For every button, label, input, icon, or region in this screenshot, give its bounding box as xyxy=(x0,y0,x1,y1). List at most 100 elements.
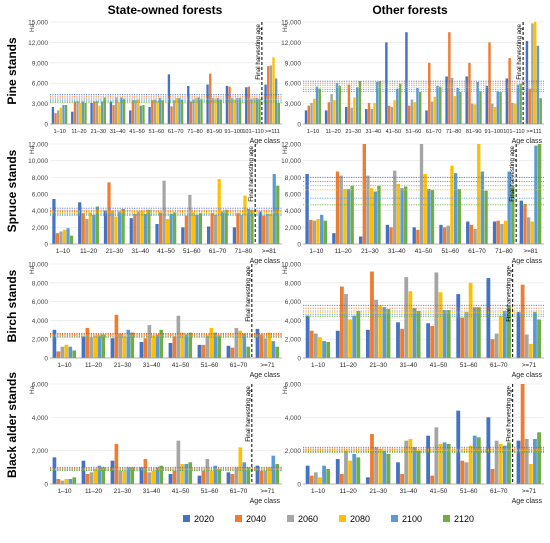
bar-2100 xyxy=(117,211,122,244)
legend-label-2020: 2020 xyxy=(194,514,214,524)
bar-2120 xyxy=(275,464,280,484)
bar-2060 xyxy=(511,102,514,124)
bar-2040 xyxy=(209,73,212,124)
bar-2080 xyxy=(151,335,156,358)
bar-2120 xyxy=(338,85,342,124)
bar-2040 xyxy=(520,284,525,358)
y-tick-label: 4,000 xyxy=(285,415,302,422)
bar-2040 xyxy=(335,171,340,244)
x-tick-label: 31–40 xyxy=(366,129,382,135)
bar-2100 xyxy=(68,346,73,358)
bar-2100 xyxy=(412,308,417,358)
bar-2060 xyxy=(59,231,63,244)
bar-2060 xyxy=(524,439,529,484)
bar-2100 xyxy=(68,479,73,484)
x-tick-label: 51–60 xyxy=(460,488,478,495)
bar-2020 xyxy=(492,221,497,244)
x-tick-label: 51–60 xyxy=(406,129,422,135)
bar-2040 xyxy=(73,101,77,124)
bar-2040 xyxy=(172,470,177,484)
bar-2080 xyxy=(453,96,457,124)
bar-2040 xyxy=(370,434,374,484)
x-tick-label: 31–40 xyxy=(400,362,418,369)
bar-2100 xyxy=(100,101,104,124)
bar-2040 xyxy=(488,42,491,124)
legend-label-2100: 2100 xyxy=(402,514,422,524)
bar-2080 xyxy=(88,212,92,244)
x-axis-title: Age class xyxy=(250,258,281,265)
y-tick-label: 12,000 xyxy=(281,40,301,47)
bar-2060 xyxy=(464,311,469,358)
x-tick-label: 21–30 xyxy=(345,129,361,135)
bar-2120 xyxy=(159,465,164,484)
x-tick-label: 11–20 xyxy=(71,129,86,135)
bar-2040 xyxy=(247,86,251,124)
y-tick-label: 4,000 xyxy=(32,208,49,215)
bar-2100 xyxy=(376,81,379,124)
bar-2040 xyxy=(468,62,471,124)
bar-2080 xyxy=(396,184,401,244)
bar-2020 xyxy=(51,107,55,124)
x-tick-label: 1–10 xyxy=(57,488,72,495)
bar-2100 xyxy=(81,101,84,124)
bar-2060 xyxy=(312,220,317,244)
bar-2100 xyxy=(213,465,218,484)
bar-2020 xyxy=(187,85,190,124)
y-tick-label: 6,000 xyxy=(285,81,302,88)
y-tick-label: 15,000 xyxy=(28,20,48,27)
bar-2080 xyxy=(214,98,217,124)
bar-2060 xyxy=(173,100,176,124)
bar-2080 xyxy=(122,470,127,484)
bar-2100 xyxy=(502,311,507,358)
x-tick-label: >=111 xyxy=(526,129,541,135)
bar-2040 xyxy=(523,204,527,244)
bar-2060 xyxy=(234,327,239,358)
bar-2080 xyxy=(378,449,383,484)
bar-2040 xyxy=(370,271,374,358)
x-tick-label: 31–40 xyxy=(131,248,149,255)
row-title-black-alder: Black alder stands xyxy=(5,372,19,478)
bar-2040 xyxy=(151,100,154,124)
bar-2120 xyxy=(430,189,435,244)
bar-2060 xyxy=(434,427,439,484)
bar-2100 xyxy=(120,97,123,124)
legend-label-2080: 2080 xyxy=(350,514,370,524)
bar-2040 xyxy=(520,384,525,484)
bar-2060 xyxy=(118,333,123,358)
bar-2020 xyxy=(155,224,159,244)
bar-2100 xyxy=(216,98,220,124)
bar-2060 xyxy=(263,470,268,484)
bar-2040 xyxy=(367,102,371,124)
x-tick-label: 101–110 xyxy=(503,129,524,135)
bar-2120 xyxy=(416,450,421,484)
bar-2120 xyxy=(446,310,451,358)
bar-2080 xyxy=(243,195,247,244)
bar-2020 xyxy=(358,236,363,244)
y-tick-label: 6,000 xyxy=(32,81,49,88)
bar-2040 xyxy=(430,475,435,484)
x-axis-title: Age class xyxy=(512,372,543,379)
bar-2080 xyxy=(233,99,237,124)
bar-2020 xyxy=(52,457,57,484)
bar-2100 xyxy=(184,464,189,484)
bar-2060 xyxy=(404,277,409,358)
bar-2060 xyxy=(76,100,79,124)
bar-2100 xyxy=(155,334,160,358)
x-tick-label: >=81 xyxy=(523,248,538,255)
bar-2120 xyxy=(95,206,99,244)
bar-2080 xyxy=(316,219,320,244)
bar-2080 xyxy=(122,336,127,358)
bar-2120 xyxy=(418,92,422,124)
x-tick-label: 1–10 xyxy=(309,248,324,255)
legend-swatch-2080 xyxy=(339,515,346,522)
bar-2060 xyxy=(393,170,397,244)
bar-2080 xyxy=(238,447,243,484)
legend-label-2040: 2040 xyxy=(246,514,266,524)
x-tick-label: 31–40 xyxy=(143,362,161,369)
bar-2120 xyxy=(537,319,541,358)
bar-2060 xyxy=(473,229,477,244)
bar-2020 xyxy=(516,311,521,358)
bar-2020 xyxy=(167,74,171,124)
bar-2020 xyxy=(335,330,340,358)
harvest-label: Final harvesting age xyxy=(245,385,252,441)
